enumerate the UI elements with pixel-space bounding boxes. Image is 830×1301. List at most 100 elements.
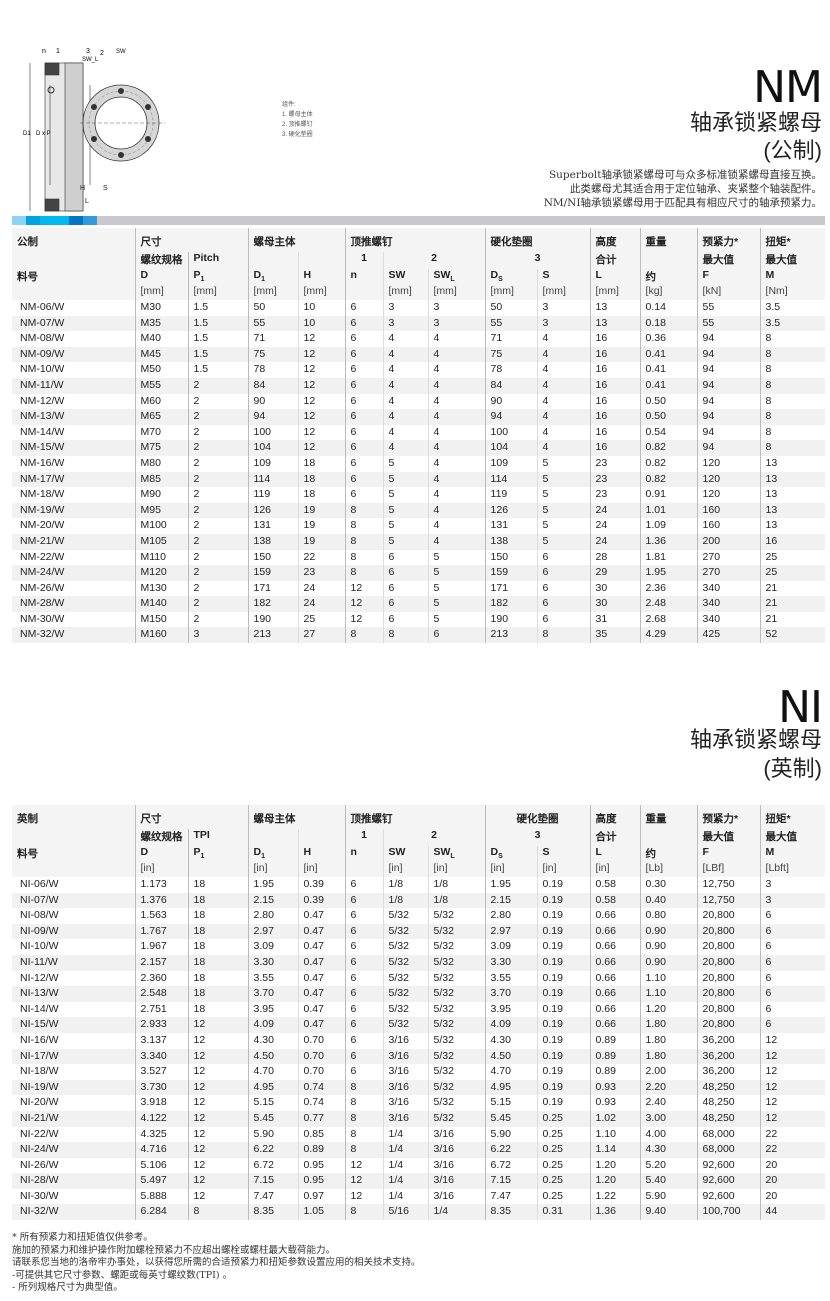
data-cell: 8 (344, 1142, 383, 1158)
data-cell: 1.20 (589, 1157, 641, 1174)
data-cell: 16 (759, 533, 826, 550)
header-unit: [Lb] (639, 862, 698, 877)
data-cell: 6 (344, 954, 383, 971)
data-cell: 3 (187, 627, 248, 644)
data-cell: 23 (589, 455, 641, 472)
data-cell: 55 (696, 300, 761, 316)
data-cell: 12 (187, 1095, 248, 1111)
data-cell: 1/8 (382, 877, 428, 893)
label-s: S (103, 185, 108, 192)
data-cell: 0.58 (589, 877, 641, 893)
table-row: NM-28/W M140 2 182 24 12 6 5 182 6 30 2.48 340 21 (12, 596, 826, 612)
data-cell: 0.70 (297, 1064, 345, 1080)
data-cell: 2.360 (134, 970, 188, 987)
data-cell: 2 (187, 518, 248, 534)
data-cell: 6 (759, 923, 826, 940)
data-cell: 270 (696, 549, 761, 566)
data-cell: 0.25 (536, 1142, 591, 1158)
data-cell: 1.80 (639, 1048, 698, 1065)
data-cell: 2.15 (247, 892, 298, 909)
data-cell: 150 (484, 549, 538, 566)
data-cell: 4 (536, 362, 591, 378)
header-sub (12, 829, 135, 846)
data-cell: 4.95 (484, 1079, 538, 1096)
data-cell: 12 (297, 346, 345, 363)
side-view-drawing: n 1 3 D1 D x P Ds (23, 48, 92, 212)
data-cell: 20,800 (696, 1001, 761, 1018)
ni-subtitle-imperial: (英制) (763, 756, 822, 781)
data-cell: 5/32 (382, 970, 428, 987)
part-number-cell: NM-19/W (12, 502, 135, 519)
data-cell: 0.47 (297, 908, 345, 924)
data-cell: 4 (382, 409, 428, 425)
data-cell: 6 (344, 986, 383, 1002)
data-cell: 19 (297, 533, 345, 550)
data-cell: 3 (382, 315, 428, 332)
data-cell: 3/16 (382, 1079, 428, 1096)
data-cell: 5.90 (484, 1126, 538, 1143)
data-cell: 0.66 (589, 986, 641, 1002)
data-cell: 171 (484, 580, 538, 597)
data-cell: 78 (247, 362, 298, 378)
header-sub: 最大值 (759, 252, 826, 269)
data-cell: 94 (484, 409, 538, 425)
data-cell: 3/16 (382, 1110, 428, 1127)
ni-title: NI (778, 682, 823, 733)
data-cell: M45 (134, 346, 188, 363)
part-number-cell: NI-32/W (12, 1204, 135, 1221)
data-cell: 126 (247, 502, 298, 519)
data-cell: 12,750 (696, 877, 761, 893)
data-cell: 0.47 (297, 923, 345, 940)
header-sub: 最大值 (759, 829, 826, 846)
data-cell: 5/32 (427, 923, 486, 940)
header-unit: [in] (589, 862, 641, 877)
header-unit-blank (12, 862, 135, 877)
nm-title: NM (753, 62, 823, 113)
data-cell: 0.80 (639, 908, 698, 924)
stripe-seg (69, 216, 83, 225)
data-cell: 50 (484, 300, 538, 316)
table-row: NI-17/W 3.340 12 4.50 0.70 6 3/16 5/32 4.50 0.19 0… (12, 1048, 826, 1065)
data-cell: 3/16 (427, 1173, 486, 1189)
data-cell: 6 (344, 892, 383, 909)
data-cell: 8 (344, 1079, 383, 1096)
data-cell: 0.30 (639, 877, 698, 893)
header-group: 顶推螺钉 (344, 228, 486, 252)
data-cell: 12,750 (696, 892, 761, 909)
data-cell: 4 (536, 377, 591, 394)
data-cell: 0.41 (639, 346, 698, 363)
data-cell: 4.29 (639, 627, 698, 644)
data-cell: 5/32 (382, 939, 428, 955)
data-cell: M140 (134, 596, 188, 612)
data-cell: 160 (696, 518, 761, 534)
data-cell: 25 (759, 549, 826, 566)
data-cell: 10 (297, 300, 345, 316)
data-cell: 1.5 (187, 315, 248, 332)
data-cell: 1/4 (382, 1173, 428, 1189)
data-cell: 18 (297, 471, 345, 488)
data-cell: 3 (536, 300, 591, 316)
header-part-number: 料号 (12, 846, 135, 862)
data-cell: 0.66 (589, 923, 641, 940)
table-row: NM-12/W M60 2 90 12 6 4 4 90 4 16 0.50 94 8 (12, 393, 826, 410)
data-cell: 0.95 (297, 1173, 345, 1189)
footnotes: * 所有预紧力和扭矩值仅供参考。 施加的预紧力和维护操作附加螺栓预紧力不应超出螺… (12, 1232, 421, 1295)
data-cell: 0.25 (536, 1126, 591, 1143)
data-cell: 0.47 (297, 1017, 345, 1033)
subscript: S (498, 276, 503, 284)
data-cell: 4.50 (247, 1048, 298, 1065)
desc-line: Superbolt轴承锁紧螺母可与众多标准锁紧螺母直接互换。 (548, 169, 822, 181)
header-col: DS (484, 269, 538, 285)
data-cell: M130 (134, 580, 188, 597)
data-cell: 75 (484, 346, 538, 363)
data-cell: 104 (247, 440, 298, 456)
data-cell: 0.25 (536, 1173, 591, 1189)
header-unit: [mm] (134, 285, 188, 300)
table-row: NI-18/W 3.527 12 4.70 0.70 6 3/16 5/32 4.70 0.19 0… (12, 1064, 826, 1080)
header-col: D1 (247, 269, 298, 285)
data-cell: M100 (134, 518, 188, 534)
data-cell: 2.20 (639, 1079, 698, 1096)
data-cell: 340 (696, 611, 761, 628)
data-cell: 4 (536, 346, 591, 363)
nm-subtitle-metric: (公制) (763, 138, 822, 163)
